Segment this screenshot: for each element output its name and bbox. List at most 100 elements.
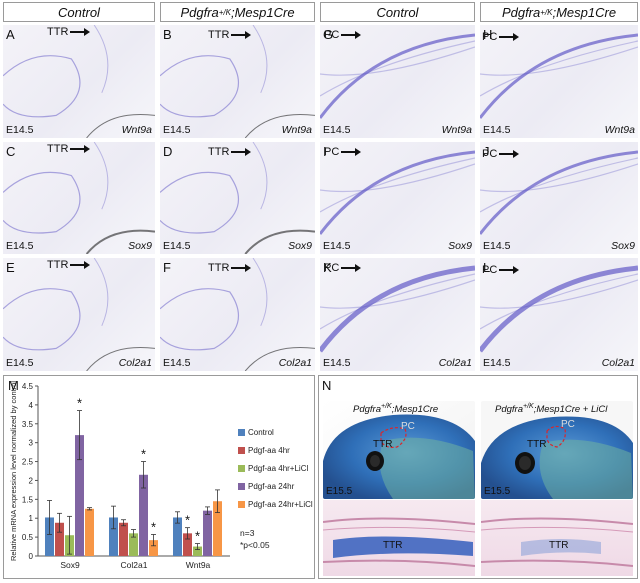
arrow-icon: [70, 28, 91, 36]
bar: [55, 522, 64, 556]
arrow-icon: [499, 266, 520, 274]
category-label: Col2a1: [121, 560, 148, 570]
legend-swatch: [238, 501, 245, 508]
histology-left: TTR: [323, 500, 475, 576]
panel-h: H E14.5 Wnt9a PC: [480, 25, 638, 138]
legend-swatch: [238, 447, 245, 454]
arrow-icon: [231, 148, 252, 156]
micrograph-texture: [3, 142, 155, 254]
arrow-icon: [70, 261, 91, 269]
gene-label: Wnt9a: [121, 124, 152, 136]
panel-letter: L: [483, 260, 491, 275]
panel-letter: K: [323, 260, 332, 275]
significance-mark: *: [141, 447, 146, 462]
embryo-right-pc: PC: [561, 419, 575, 430]
arrow-label: PC: [324, 262, 340, 274]
panel-letter-n: N: [322, 378, 332, 393]
y-tick-label: 2.5: [22, 458, 34, 467]
legend-swatch: [238, 483, 245, 490]
gene-label: Col2a1: [601, 357, 635, 369]
stage-label: E14.5: [483, 124, 511, 136]
gene-label: Wnt9a: [441, 124, 472, 136]
bar: [129, 533, 138, 556]
panel-letter: E: [6, 260, 15, 275]
arrow-label: TTR: [208, 262, 230, 274]
y-tick-label: 3.5: [22, 420, 34, 429]
structure-arrow: TTR: [47, 26, 91, 38]
bar: [139, 474, 148, 556]
micrograph-texture: [480, 33, 638, 119]
header-mutant-1: Pdgfra +/K ;Mesp1Cre: [160, 2, 315, 22]
panel-i: I E14.5 Sox9 PC: [320, 142, 475, 254]
histology-right-ttr: TTR: [549, 540, 569, 551]
category-label: Sox9: [60, 560, 80, 570]
header-mutant-2: Pdgfra +/K ;Mesp1Cre: [480, 2, 638, 22]
bar: [193, 546, 202, 556]
panel-e: E E14.5 Col2a1 TTR: [3, 258, 155, 371]
legend-pdgf-24hr: Pdgf-aa 24hr: [238, 482, 294, 491]
stage-label: E14.5: [6, 240, 34, 252]
stage-label: E14.5: [163, 357, 191, 369]
panel-c: C E14.5 Sox9 TTR: [3, 142, 155, 254]
y-tick-label: 0.5: [22, 533, 34, 542]
bar-chart-svg: M 0 0.5 1 1.5 2 2.5 3 3.5 4 4.5 Relative mRNA expre…: [8, 378, 230, 570]
histology-left-image: [323, 517, 475, 567]
gene-label: Wnt9a: [281, 124, 312, 136]
stage-label: E14.5: [323, 124, 351, 136]
legend-pdgf-4hr: Pdgf-aa 4hr: [238, 446, 290, 455]
significance-mark: *: [151, 519, 156, 534]
embryo-right-image: [481, 401, 633, 499]
bar: [213, 501, 222, 556]
micrograph-texture: [3, 258, 155, 371]
micrograph-texture: [320, 265, 475, 353]
panel-m-chart: M 0 0.5 1 1.5 2 2.5 3 3.5 4 4.5 Relative mRNA expre…: [3, 375, 315, 579]
gene-label: Col2a1: [118, 357, 152, 369]
arrow-label: PC: [482, 31, 498, 43]
arrow-label: PC: [482, 148, 498, 160]
arrow-icon: [341, 31, 362, 39]
panel-letter-m: M: [8, 378, 19, 393]
legend-pdgf-24hr-licl: Pdgf-aa 24hr+LiCl: [238, 500, 313, 509]
panel-letter: B: [163, 27, 172, 42]
arrow-label: TTR: [208, 29, 230, 41]
arrow-icon: [341, 148, 362, 156]
bar: [203, 510, 212, 556]
embryo-left: Pdgfra+/K;Mesp1Cre TTR PC E15.5: [323, 401, 475, 499]
micrograph-texture: [160, 25, 315, 138]
structure-arrow: PC: [482, 264, 520, 276]
bar: [109, 517, 118, 556]
panel-d: D E14.5 Sox9 TTR: [160, 142, 315, 254]
stage-label: E14.5: [6, 124, 34, 136]
arrow-label: PC: [482, 264, 498, 276]
structure-arrow: TTR: [208, 146, 252, 158]
embryo-left-image: [323, 401, 475, 499]
y-tick-label: 0: [29, 552, 34, 561]
gene-label: Col2a1: [278, 357, 312, 369]
panel-letter: H: [483, 27, 493, 42]
panel-j: J E14.5 Sox9 PC: [480, 142, 638, 254]
panel-a: A E14.5 Wnt9a TTR: [3, 25, 155, 138]
y-tick-label: 3: [29, 439, 34, 448]
significance-mark: *: [77, 396, 82, 411]
header-control-2: Control: [320, 2, 475, 22]
arrow-icon: [231, 31, 252, 39]
histology-left-ttr: TTR: [383, 540, 403, 551]
embryo-left-title: Pdgfra+/K;Mesp1Cre: [353, 403, 439, 416]
stage-label: E14.5: [163, 240, 191, 252]
embryo-left-stage: E15.5: [326, 486, 353, 497]
panel-letter: C: [6, 144, 16, 159]
y-tick-label: 4.5: [22, 382, 34, 391]
gene-label: Sox9: [448, 240, 472, 252]
panel-g: G E14.5 Wnt9a PC: [320, 25, 475, 138]
structure-arrow: TTR: [208, 262, 252, 274]
legend-pdgf-4hr-licl: Pdgf-aa 4hr+LiCl: [238, 464, 308, 473]
p-note: *p<0.05: [240, 540, 270, 550]
micrograph-texture: [480, 150, 638, 235]
panel-n: N Pdgfra+/K;Mesp1Cre TTR PC E15.5: [318, 375, 638, 579]
micrograph-texture: [320, 33, 475, 119]
histology-right: TTR: [481, 500, 633, 576]
panel-letter: F: [163, 260, 171, 275]
structure-arrow: TTR: [47, 259, 91, 271]
gene-label: Sox9: [288, 240, 312, 252]
stage-label: E14.5: [483, 240, 511, 252]
